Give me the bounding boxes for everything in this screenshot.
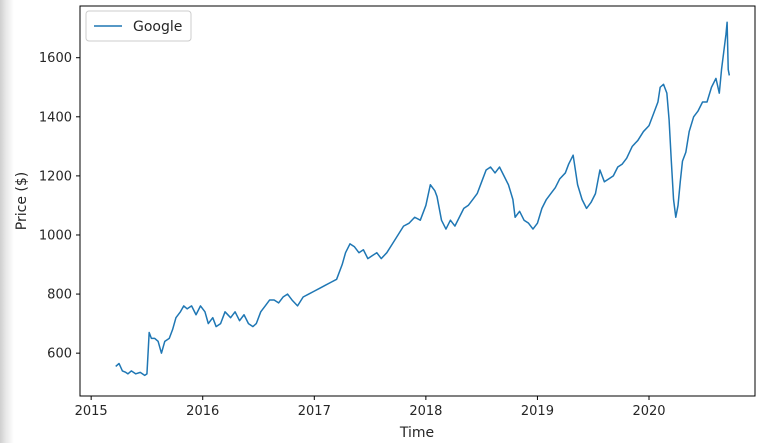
x-tick-label: 2019 xyxy=(521,404,554,419)
legend-label-google: Google xyxy=(133,19,182,35)
x-tick-label: 2020 xyxy=(632,404,665,419)
series-layer xyxy=(115,21,731,377)
x-axis: 2015 2016 2017 2018 2019 2020 xyxy=(75,396,666,419)
legend-box xyxy=(85,10,192,42)
x-tick-label: 2018 xyxy=(409,404,442,419)
y-tick-label: 600 xyxy=(47,347,72,362)
y-tick-label: 800 xyxy=(47,288,72,303)
x-tick-label: 2015 xyxy=(75,404,108,419)
y-tick-label: 1000 xyxy=(39,228,72,243)
y-axis: 600 800 1000 1200 1400 1600 xyxy=(39,51,80,362)
plot-frame xyxy=(79,5,756,397)
series-line-google xyxy=(115,21,731,377)
legend: Google xyxy=(85,10,192,42)
x-tick-label: 2016 xyxy=(186,404,219,419)
x-axis-label: Time xyxy=(399,425,434,441)
y-tick-label: 1600 xyxy=(39,51,72,66)
y-tick-label: 1200 xyxy=(39,169,72,184)
left-edge-shadow xyxy=(0,0,14,443)
y-axis-label: Price ($) xyxy=(14,172,30,230)
x-tick-label: 2017 xyxy=(298,404,331,419)
y-tick-label: 1400 xyxy=(39,110,72,125)
